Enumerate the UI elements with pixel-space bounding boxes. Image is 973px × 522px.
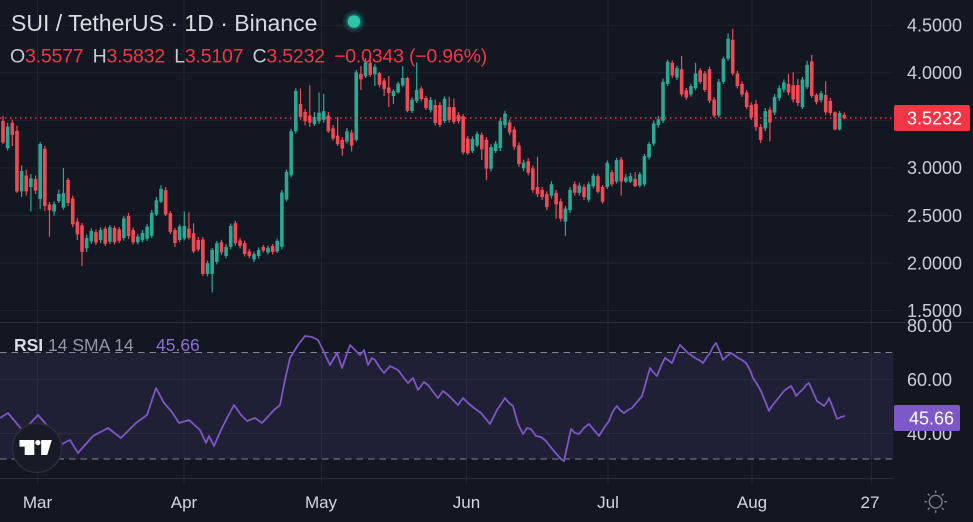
svg-text:80.00: 80.00 bbox=[907, 316, 952, 336]
svg-text:May: May bbox=[305, 493, 338, 512]
svg-text:Apr: Apr bbox=[171, 493, 198, 512]
svg-text:O3.5577 H3.5832 L3.5107 C3.523: O3.5577 H3.5832 L3.5107 C3.5232 −0.0343 … bbox=[10, 46, 487, 68]
svg-text:60.00: 60.00 bbox=[907, 370, 952, 390]
svg-text:27: 27 bbox=[861, 493, 880, 512]
svg-text:4.5000: 4.5000 bbox=[907, 16, 962, 36]
svg-text:3.0000: 3.0000 bbox=[907, 158, 962, 178]
svg-text:4.0000: 4.0000 bbox=[907, 63, 962, 83]
svg-text:45.66: 45.66 bbox=[156, 335, 200, 355]
svg-text:SUI / TetherUS · 1D · Binance: SUI / TetherUS · 1D · Binance bbox=[11, 10, 317, 36]
svg-text:2.5000: 2.5000 bbox=[907, 206, 962, 226]
svg-text:Mar: Mar bbox=[23, 493, 53, 512]
svg-text:RSI 14 SMA 14: RSI 14 SMA 14 bbox=[14, 335, 134, 355]
svg-text:Jul: Jul bbox=[597, 493, 619, 512]
svg-text:1.5000: 1.5000 bbox=[907, 301, 962, 321]
svg-text:Jun: Jun bbox=[453, 493, 480, 512]
svg-text:45.66: 45.66 bbox=[909, 408, 954, 428]
svg-text:2.0000: 2.0000 bbox=[907, 253, 962, 273]
svg-text:3.5232: 3.5232 bbox=[907, 108, 962, 128]
svg-text:Aug: Aug bbox=[737, 493, 767, 512]
